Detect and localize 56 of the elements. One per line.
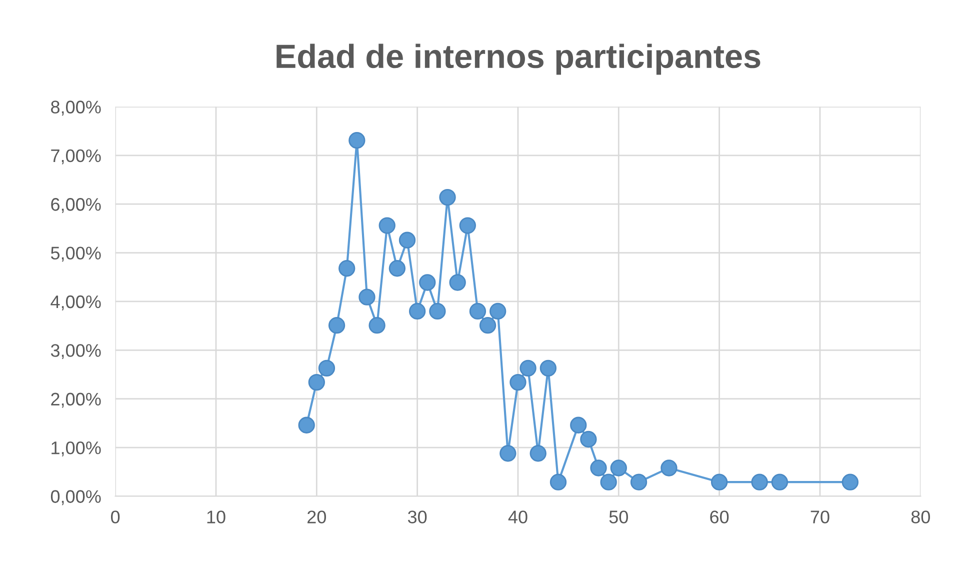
point: [408, 302, 426, 320]
y-tick-label: 4,00%: [50, 295, 101, 310]
point: [771, 474, 788, 490]
chart-title: Edad de internos participantes: [276, 44, 760, 75]
point: [469, 302, 486, 320]
point: [318, 360, 336, 377]
point: [751, 474, 768, 490]
x-tick-label: 40: [508, 510, 528, 524]
y-tick-label: 8,00%: [51, 100, 101, 116]
point: [660, 460, 678, 476]
point: [449, 274, 466, 291]
x-tick-label: 10: [207, 510, 226, 524]
x-tick-label: 60: [710, 510, 729, 524]
point: [348, 132, 366, 149]
point: [540, 360, 557, 377]
point: [490, 302, 506, 320]
point: [419, 274, 436, 291]
point: [630, 474, 648, 490]
point: [398, 232, 416, 248]
point: [500, 445, 516, 462]
x-tick-label: 70: [810, 510, 830, 524]
point: [842, 474, 859, 490]
y-tick-label: 0,00%: [50, 490, 101, 506]
point: [298, 416, 315, 434]
point: [308, 374, 325, 391]
point: [368, 317, 386, 334]
x-tick-label: 30: [408, 510, 427, 524]
point: [710, 474, 728, 490]
x-tick-label: 20: [308, 510, 326, 524]
point: [590, 460, 607, 476]
x-tick-label: 50: [609, 510, 628, 524]
x-tick-label: 80: [911, 510, 930, 524]
point: [459, 217, 476, 234]
y-tick-label: 5,00%: [50, 246, 101, 262]
point: [439, 188, 456, 206]
point: [530, 445, 546, 462]
point: [570, 416, 587, 434]
point: [580, 430, 597, 448]
y-tick-label: 3,00%: [50, 344, 101, 360]
x-tick-label: 0: [111, 510, 120, 524]
point: [510, 374, 526, 391]
y-tick-label: 6,00%: [51, 198, 101, 213]
point: [520, 360, 536, 377]
point: [338, 260, 356, 277]
point: [358, 288, 376, 306]
y-tick-label: 2,00%: [51, 392, 101, 408]
point: [479, 317, 496, 334]
point: [600, 474, 617, 490]
point: [429, 302, 446, 320]
point: [550, 474, 567, 490]
point: [388, 260, 406, 277]
point: [328, 317, 346, 334]
y-tick-label: 7,00%: [51, 149, 101, 164]
point: [610, 460, 627, 476]
point: [378, 217, 396, 234]
y-tick-label: 1,00%: [52, 441, 101, 456]
